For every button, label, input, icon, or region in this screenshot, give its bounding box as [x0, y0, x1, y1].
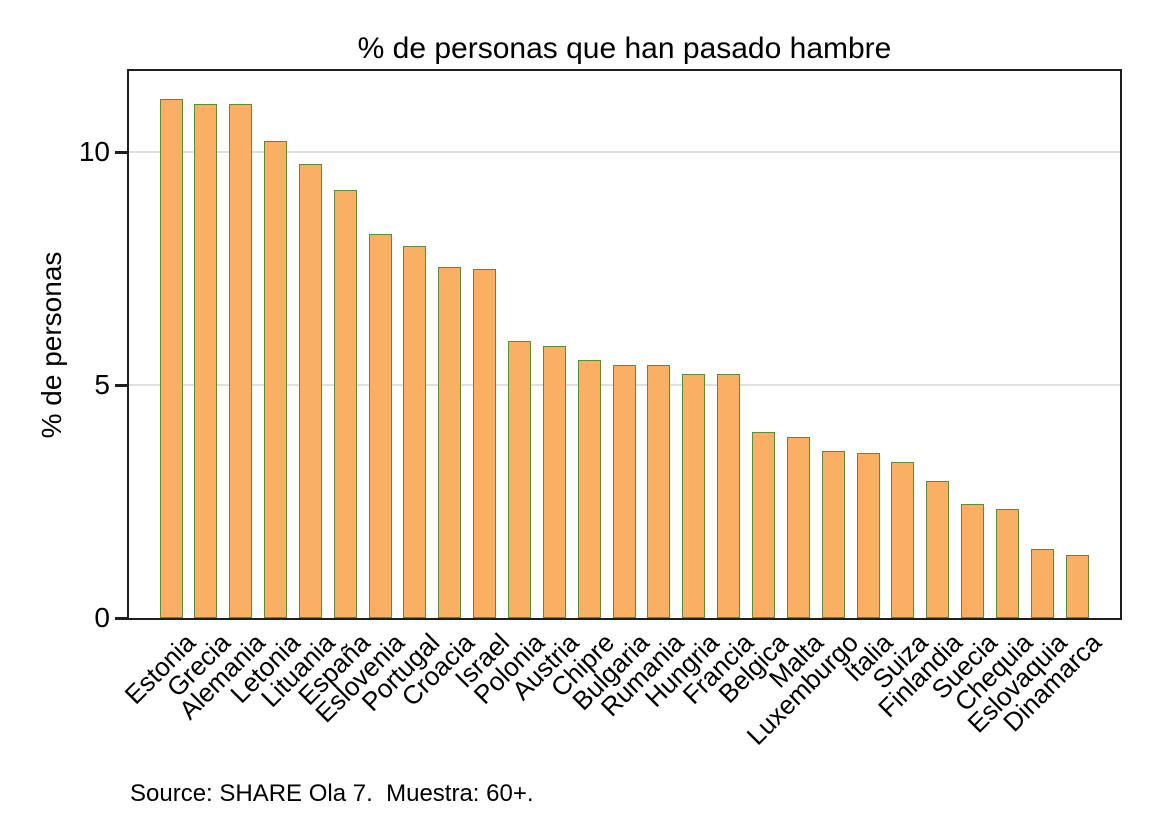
chart-title: % de personas que han pasado hambre: [357, 32, 892, 65]
y-tick-label: 5: [94, 369, 110, 401]
bar-estonia: [159, 99, 183, 618]
bar-suiza: [891, 462, 915, 618]
bar-letonia: [264, 141, 288, 618]
bar-chequia: [995, 508, 1019, 618]
y-tick-label: 0: [94, 602, 110, 633]
bar-eslovaquia: [1030, 548, 1054, 618]
plot-area: [127, 69, 1122, 620]
bar-finlandia: [926, 481, 950, 618]
bar-polonia: [508, 341, 531, 618]
y-tick-mark: [115, 616, 127, 620]
bar-grecia: [194, 103, 218, 618]
bar-portugal: [403, 245, 427, 618]
bar-suecia: [961, 504, 985, 618]
gridline: [129, 151, 1120, 154]
bar-austria: [542, 346, 566, 618]
bar-alemania: [229, 103, 253, 618]
y-tick-mark: [115, 150, 127, 154]
bar-malta: [786, 436, 810, 618]
bar-lituania: [298, 164, 322, 618]
y-tick-mark: [115, 383, 127, 387]
bar-israel: [473, 269, 497, 618]
bar-italia: [856, 453, 880, 618]
bar-hungria: [682, 373, 706, 618]
bar-chipre: [577, 359, 601, 618]
bar-luxemburgo: [821, 450, 845, 618]
bar-españa: [333, 190, 357, 618]
bar-bulgaria: [612, 364, 636, 618]
bar-belgica: [751, 432, 775, 618]
y-tick-label: 10: [78, 136, 110, 168]
source-note: Source: SHARE Ola 7. Muestra: 60+.: [130, 780, 534, 807]
bar-dinamarca: [1065, 555, 1089, 618]
bar-eslovenia: [368, 234, 392, 618]
bar-rumania: [647, 364, 671, 618]
bar-francia: [717, 373, 741, 618]
bar-croacia: [438, 266, 462, 618]
